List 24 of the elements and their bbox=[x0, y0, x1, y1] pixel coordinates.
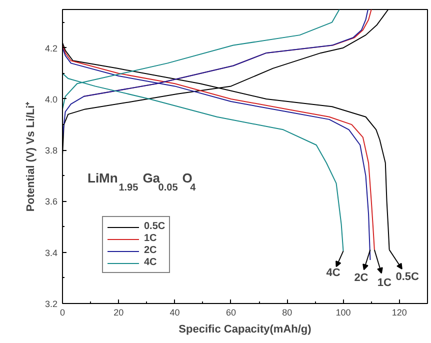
legend-label: 4C bbox=[144, 257, 158, 268]
legend-label: 0.5C bbox=[144, 221, 166, 232]
y-tick-label: 3.6 bbox=[44, 196, 58, 207]
x-tick-label: 20 bbox=[114, 308, 124, 318]
x-tick-label: 120 bbox=[392, 308, 407, 318]
annotation: 2C bbox=[354, 272, 368, 284]
y-tick-label: 3.8 bbox=[44, 146, 58, 156]
y-tick-label: 3.2 bbox=[44, 299, 58, 309]
x-tick-label: 60 bbox=[226, 308, 236, 318]
annotation: 4C bbox=[326, 267, 340, 280]
y-tick-label: 4.2 bbox=[44, 43, 58, 54]
y-axis-title: Potential (V) Vs Li/Li⁺ bbox=[24, 101, 37, 212]
legend-label: 2C bbox=[144, 245, 158, 256]
x-tick-label: 100 bbox=[336, 308, 351, 318]
legend-label: 1C bbox=[144, 233, 158, 244]
x-tick-label: 80 bbox=[282, 308, 292, 318]
annotation: 1C bbox=[377, 276, 392, 289]
x-axis-title: Specific Capacity(mAh/g) bbox=[178, 324, 312, 336]
y-tick-label: 3.4 bbox=[44, 248, 58, 258]
y-tick-label: 4.0 bbox=[44, 94, 58, 104]
annotation: LiMn1.95Ga0.05O4 bbox=[88, 170, 196, 194]
x-tick-label: 40 bbox=[170, 308, 180, 318]
x-tick-label: 0 bbox=[60, 308, 66, 318]
annotation: 0.5C bbox=[396, 270, 419, 283]
